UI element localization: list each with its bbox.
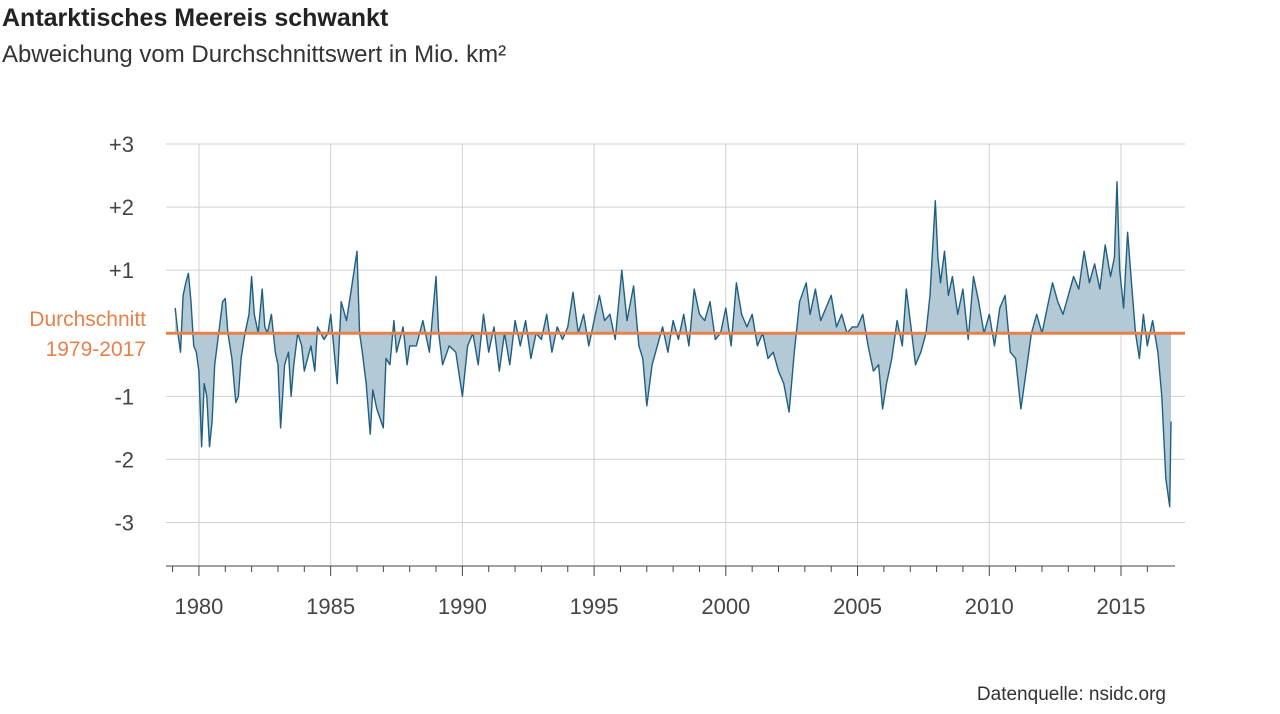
y-tick-label: -2 bbox=[114, 447, 134, 472]
chart-subtitle: Abweichung vom Durchschnittswert in Mio.… bbox=[2, 41, 506, 68]
y-tick-label: +2 bbox=[109, 195, 134, 220]
x-tick-label: 1990 bbox=[438, 594, 487, 619]
x-tick-label: 1980 bbox=[174, 594, 223, 619]
area bbox=[175, 181, 1171, 507]
x-tick-label: 2010 bbox=[965, 594, 1014, 619]
y-tick-label: -1 bbox=[114, 384, 134, 409]
y-tick-label: -3 bbox=[114, 510, 134, 535]
x-tick-label: 2005 bbox=[833, 594, 882, 619]
x-tick-label: 2015 bbox=[1097, 594, 1146, 619]
y-tick-label: +3 bbox=[109, 132, 134, 157]
x-tick-label: 1995 bbox=[570, 594, 619, 619]
reference-label: Durchschnitt bbox=[29, 308, 146, 331]
reference-label: 1979-2017 bbox=[46, 338, 146, 361]
source: Datenquelle: nsidc.org bbox=[977, 684, 1166, 705]
line bbox=[174, 181, 1172, 508]
y-tick-label: +1 bbox=[109, 258, 134, 283]
x-tick-label: 2000 bbox=[701, 594, 750, 619]
chart-title: Antarktisches Meereis schwankt bbox=[2, 4, 389, 32]
x-tick-label: 1985 bbox=[306, 594, 355, 619]
